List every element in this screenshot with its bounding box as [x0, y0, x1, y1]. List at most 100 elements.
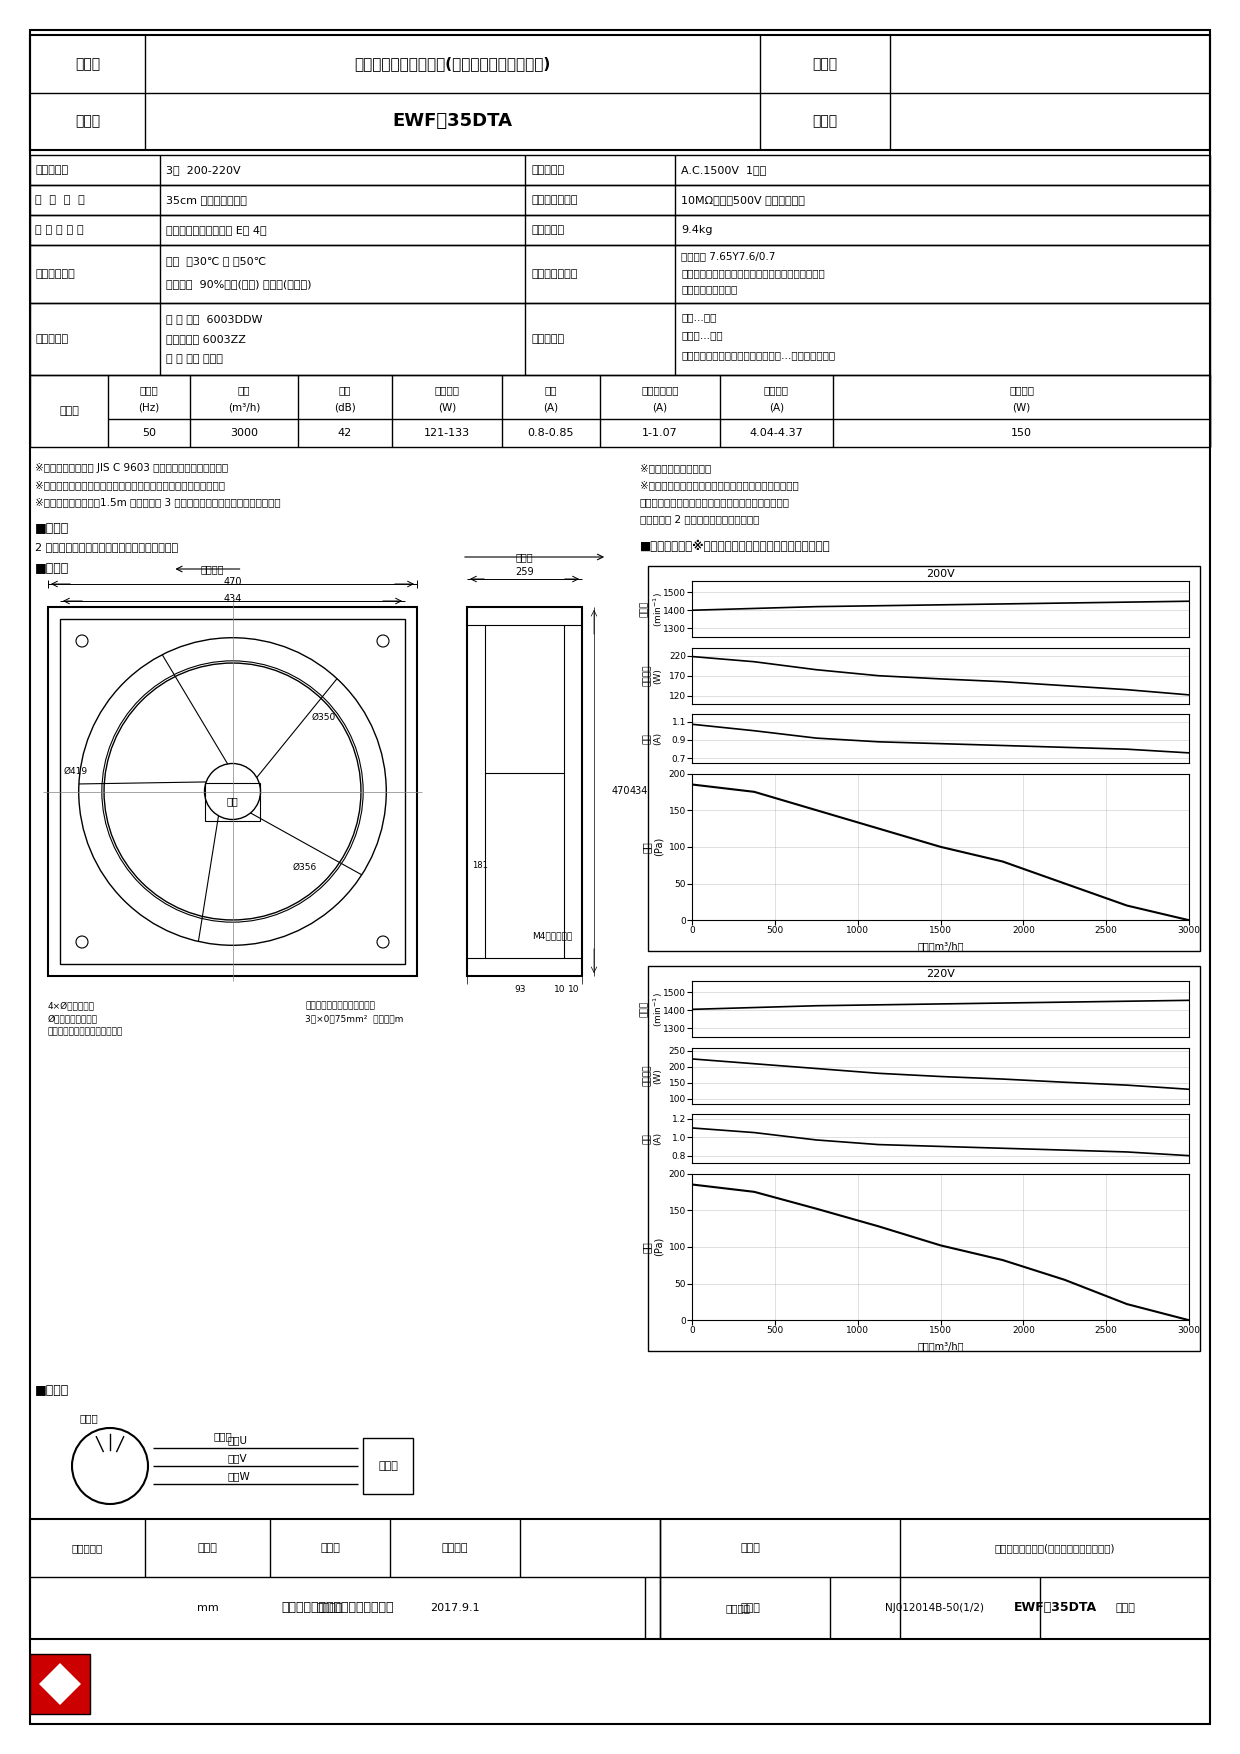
Text: 単　位: 単 位: [197, 1544, 217, 1552]
Text: 記　号: 記 号: [812, 114, 837, 128]
Bar: [30, 154, 1210, 184]
Text: 4×Ø１０取付穴: 4×Ø１０取付穴: [48, 1002, 95, 1010]
Text: (Hz): (Hz): [139, 403, 160, 412]
Text: ■外形図: ■外形図: [35, 563, 69, 575]
Text: ※「騒音」「消費電力」「電流」の値はフリーエアー時の値です。: ※「騒音」「消費電力」「電流」の値はフリーエアー時の値です。: [35, 481, 224, 489]
Text: (W): (W): [1012, 403, 1030, 412]
Circle shape: [377, 937, 389, 947]
Bar: [60, 619, 405, 965]
Text: (A): (A): [543, 403, 558, 412]
Text: 電 動 機 形 式: 電 動 機 形 式: [35, 225, 83, 235]
Text: 35cm 金属製軸流羽根: 35cm 金属製軸流羽根: [166, 195, 247, 205]
Bar: [30, 184, 1210, 216]
Text: ■お願い: ■お願い: [35, 523, 69, 535]
Text: 風方向: 風方向: [516, 553, 533, 561]
Text: 使用周囲条件: 使用周囲条件: [35, 268, 74, 279]
Bar: [649, 567, 1200, 951]
Text: 全閉形３相誘導電動機 E種 4極: 全閉形３相誘導電動機 E種 4極: [166, 225, 267, 235]
Text: 反負荷側　 6003ZZ: 反負荷側 6003ZZ: [166, 333, 246, 344]
Text: 259: 259: [515, 567, 533, 577]
Bar: [30, 35, 1210, 151]
Text: 消費電力: 消費電力: [434, 386, 460, 395]
Text: 2017.9.1: 2017.9.1: [430, 1603, 480, 1612]
Bar: [205, 782, 260, 821]
Text: 絶　縁　抵　抗: 絶 縁 抵 抗: [531, 195, 578, 205]
Text: 材　　　料: 材 料: [531, 333, 564, 344]
Text: 騒音: 騒音: [339, 386, 351, 395]
Text: 品　名: 品 名: [740, 1544, 760, 1552]
Text: 第３角図法: 第３角図法: [72, 1544, 103, 1552]
Text: ※本品は排気専用です。: ※本品は排気専用です。: [640, 463, 712, 474]
Text: 回転方向: 回転方向: [201, 565, 224, 574]
Text: Ø356: Ø356: [293, 863, 317, 872]
Text: Ø１３ノックアウト: Ø１３ノックアウト: [48, 1014, 98, 1024]
X-axis label: 風量（m³/h）: 風量（m³/h）: [918, 940, 963, 951]
Text: EWF－35DTA: EWF－35DTA: [393, 112, 512, 130]
Text: コード: コード: [213, 1431, 232, 1442]
Text: 電動式シャッターコード取出用: 電動式シャッターコード取出用: [48, 1028, 123, 1037]
Text: (m³/h): (m³/h): [228, 403, 260, 412]
Text: 質　　　量: 質 量: [531, 225, 564, 235]
Y-axis label: 電流
(A): 電流 (A): [642, 1131, 662, 1145]
Text: 150: 150: [1011, 428, 1032, 438]
Text: 50: 50: [143, 428, 156, 438]
Text: 色調・塗装仕様: 色調・塗装仕様: [531, 268, 578, 279]
Text: 白一V: 白一V: [228, 1452, 248, 1463]
Text: 玉　軸　受: 玉 軸 受: [35, 333, 68, 344]
Circle shape: [76, 937, 88, 947]
Text: 形　名: 形 名: [74, 114, 100, 128]
Polygon shape: [38, 1663, 81, 1705]
Y-axis label: 電流
(A): 電流 (A): [642, 731, 662, 745]
Text: 10: 10: [554, 986, 565, 995]
Text: (dB): (dB): [334, 403, 356, 412]
Text: 装置の選定は最大負荷電流値で選定してください。: 装置の選定は最大負荷電流値で選定してください。: [640, 496, 790, 507]
Text: グ リ ス　 ウレア: グ リ ス ウレア: [166, 354, 223, 365]
Text: (W): (W): [438, 403, 456, 412]
Title: 200V: 200V: [926, 570, 955, 579]
Y-axis label: 静圧
(Pa): 静圧 (Pa): [641, 1237, 663, 1256]
Text: 公称出力: 公称出力: [1009, 386, 1034, 395]
Text: 3相  200-220V: 3相 200-220V: [166, 165, 241, 175]
Text: ※公称出力はおよその目安です。ブレーカや過負荷保護: ※公称出力はおよその目安です。ブレーカや過負荷保護: [640, 481, 799, 489]
Bar: [30, 216, 1210, 246]
Y-axis label: 消費電力
(W): 消費電力 (W): [642, 665, 662, 686]
Text: Ø419: Ø419: [63, 766, 88, 775]
Text: 121-133: 121-133: [424, 428, 470, 438]
Text: ビニルキャブタイヤケーブル: ビニルキャブタイヤケーブル: [305, 1002, 374, 1010]
Bar: [30, 303, 1210, 375]
Text: （詳細は 2 ページをご参照ください）: （詳細は 2 ページをご参照ください）: [640, 514, 759, 524]
Text: 0.8-0.85: 0.8-0.85: [528, 428, 574, 438]
Text: 1-1.07: 1-1.07: [642, 428, 678, 438]
Text: 風量: 風量: [238, 386, 250, 395]
Text: 434: 434: [223, 595, 242, 603]
Text: 羽  根  形  式: 羽 根 形 式: [35, 195, 84, 205]
Text: ■特性曲線図　※風量はオリフィスチャンバー法による。: ■特性曲線図 ※風量はオリフィスチャンバー法による。: [640, 540, 831, 553]
Text: 電　源: 電 源: [378, 1461, 398, 1472]
Text: 温度  －30℃ ～ ＋50℃: 温度 －30℃ ～ ＋50℃: [166, 256, 267, 267]
Text: M4アースネジ: M4アースネジ: [532, 931, 572, 940]
Text: 2 ページ目の注意事項を必ずご参照ください。: 2 ページ目の注意事項を必ずご参照ください。: [35, 542, 179, 553]
Text: NJ012014B-50(1/2): NJ012014B-50(1/2): [885, 1603, 985, 1612]
Text: 起動電流: 起動電流: [764, 386, 789, 395]
Y-axis label: 回転数
(min$^{-1}$): 回転数 (min$^{-1}$): [640, 591, 665, 626]
Text: 周波数: 周波数: [140, 386, 159, 395]
Text: 4.04-4.37: 4.04-4.37: [750, 428, 804, 438]
Text: 仕様書: 仕様書: [1115, 1603, 1135, 1612]
Text: 434: 434: [630, 786, 649, 796]
Bar: [30, 375, 1210, 447]
Text: 尺　度: 尺 度: [320, 1544, 340, 1552]
Text: ※風量・消費電力は JIS C 9603 に基づき測定した値です。: ※風量・消費電力は JIS C 9603 に基づき測定した値です。: [35, 463, 228, 474]
Text: 3000: 3000: [229, 428, 258, 438]
Text: 三菱産業用有圧換気扇(低騒音形・排気タイプ): 三菱産業用有圧換気扇(低騒音形・排気タイプ): [355, 56, 551, 72]
Text: 非比例尺: 非比例尺: [316, 1603, 343, 1612]
Text: ※騒音は正面と側面に1.5m 離れた地点 3 点を無響室にて測定した平均値です。: ※騒音は正面と側面に1.5m 離れた地点 3 点を無響室にて測定した平均値です。: [35, 496, 280, 507]
Text: 品　名: 品 名: [74, 56, 100, 70]
Text: Ø350: Ø350: [311, 712, 336, 723]
Text: A.C.1500V  1分間: A.C.1500V 1分間: [681, 165, 766, 175]
Text: 最大負荷電流: 最大負荷電流: [641, 386, 678, 395]
Text: 赤一U: 赤一U: [228, 1435, 248, 1445]
Text: 耐　電　圧: 耐 電 圧: [531, 165, 564, 175]
Text: (A): (A): [769, 403, 784, 412]
Text: 産業用有圧換気扇(低騒音形・排気タイプ): 産業用有圧換気扇(低騒音形・排気タイプ): [994, 1544, 1115, 1552]
X-axis label: 風量（m³/h）: 風量（m³/h）: [918, 1342, 963, 1351]
